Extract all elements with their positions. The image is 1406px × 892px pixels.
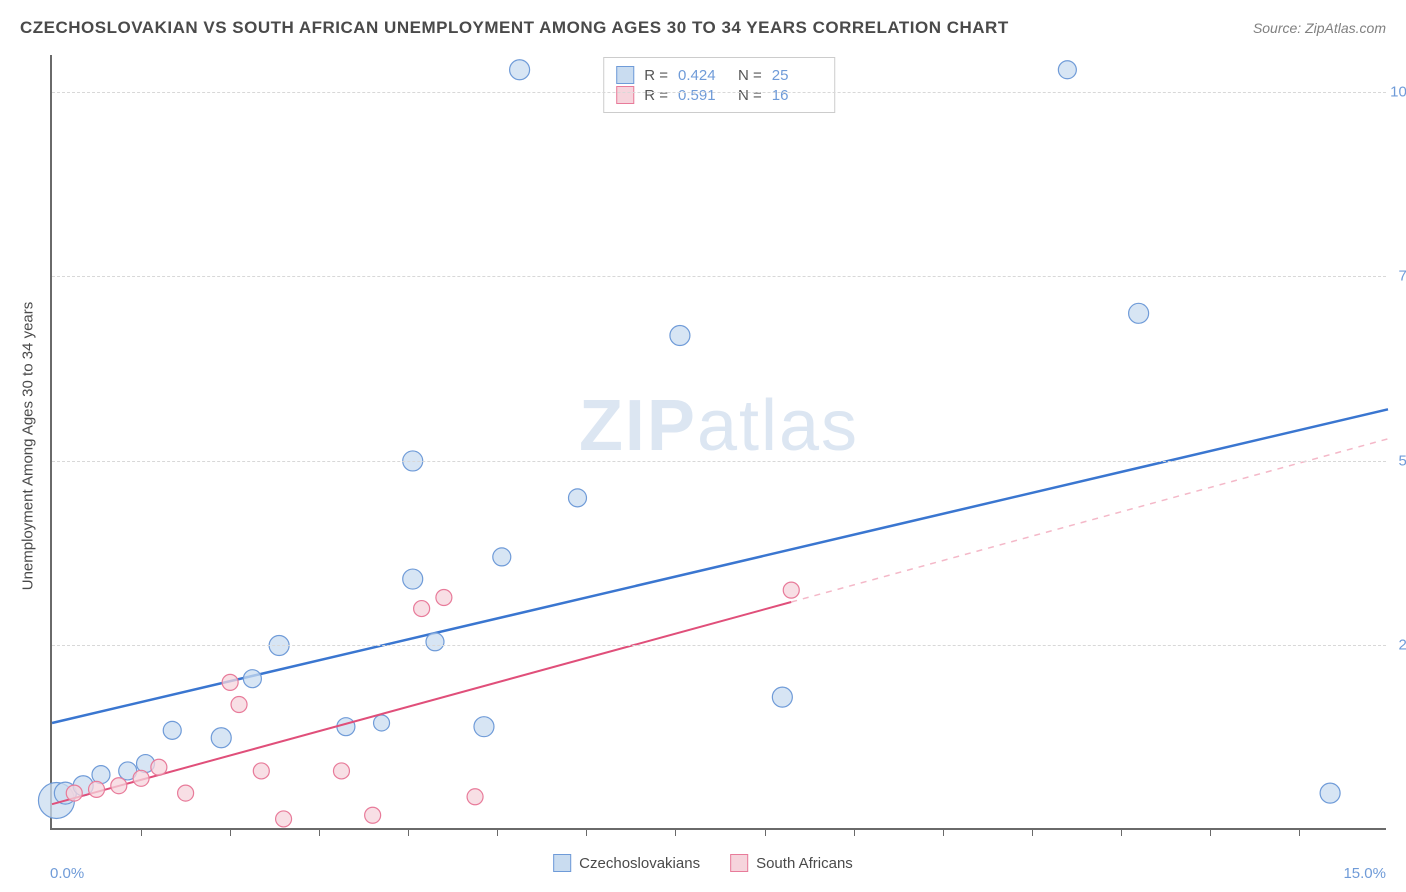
x-tick	[765, 828, 766, 836]
data-point	[772, 687, 792, 707]
data-point	[467, 789, 483, 805]
x-tick	[1299, 828, 1300, 836]
data-point	[276, 811, 292, 827]
data-point	[783, 582, 799, 598]
x-tick	[497, 828, 498, 836]
gridline	[52, 276, 1386, 277]
legend-item: Czechoslovakians	[553, 854, 700, 872]
x-tick	[854, 828, 855, 836]
y-tick-label: 75.0%	[1398, 268, 1406, 285]
data-point	[568, 489, 586, 507]
data-point	[333, 763, 349, 779]
data-point	[403, 569, 423, 589]
y-tick-label: 50.0%	[1398, 452, 1406, 469]
legend-swatch	[730, 854, 748, 872]
data-point	[151, 759, 167, 775]
data-point	[1320, 783, 1340, 803]
x-tick	[230, 828, 231, 836]
x-tick	[1032, 828, 1033, 836]
chart-svg	[52, 55, 1386, 828]
chart-title: CZECHOSLOVAKIAN VS SOUTH AFRICAN UNEMPLO…	[20, 18, 1009, 38]
data-point	[436, 590, 452, 606]
data-point	[374, 715, 390, 731]
plot-area: ZIPatlas R =0.424N =25R =0.591N =16 25.0…	[50, 55, 1386, 830]
x-min-label: 0.0%	[50, 865, 84, 882]
x-max-label: 15.0%	[1343, 865, 1386, 882]
y-axis-label: Unemployment Among Ages 30 to 34 years	[20, 302, 37, 591]
data-point	[337, 718, 355, 736]
data-point	[111, 778, 127, 794]
data-point	[1058, 61, 1076, 79]
data-point	[670, 325, 690, 345]
data-point	[365, 807, 381, 823]
data-point	[89, 781, 105, 797]
legend-label: Czechoslovakians	[579, 855, 700, 872]
gridline	[52, 92, 1386, 93]
data-point	[253, 763, 269, 779]
x-tick	[943, 828, 944, 836]
x-tick	[1121, 828, 1122, 836]
data-point	[222, 674, 238, 690]
data-point	[66, 785, 82, 801]
data-point	[243, 670, 261, 688]
legend-item: South Africans	[730, 854, 853, 872]
data-point	[178, 785, 194, 801]
gridline	[52, 461, 1386, 462]
x-tick	[1210, 828, 1211, 836]
legend-label: South Africans	[756, 855, 853, 872]
source-attribution: Source: ZipAtlas.com	[1253, 20, 1386, 36]
data-point	[426, 633, 444, 651]
data-point	[1129, 303, 1149, 323]
data-point	[211, 728, 231, 748]
data-point	[414, 601, 430, 617]
data-point	[231, 697, 247, 713]
series-legend: Czechoslovakians South Africans	[553, 854, 853, 872]
trend-line-extension	[791, 439, 1388, 602]
data-point	[474, 717, 494, 737]
data-point	[493, 548, 511, 566]
x-tick	[675, 828, 676, 836]
x-tick	[408, 828, 409, 836]
data-point	[133, 770, 149, 786]
x-tick	[141, 828, 142, 836]
x-tick	[586, 828, 587, 836]
y-tick-label: 25.0%	[1398, 637, 1406, 654]
x-tick	[319, 828, 320, 836]
data-point	[92, 766, 110, 784]
gridline	[52, 645, 1386, 646]
legend-swatch	[553, 854, 571, 872]
y-tick-label: 100.0%	[1390, 83, 1406, 100]
data-point	[510, 60, 530, 80]
data-point	[163, 721, 181, 739]
